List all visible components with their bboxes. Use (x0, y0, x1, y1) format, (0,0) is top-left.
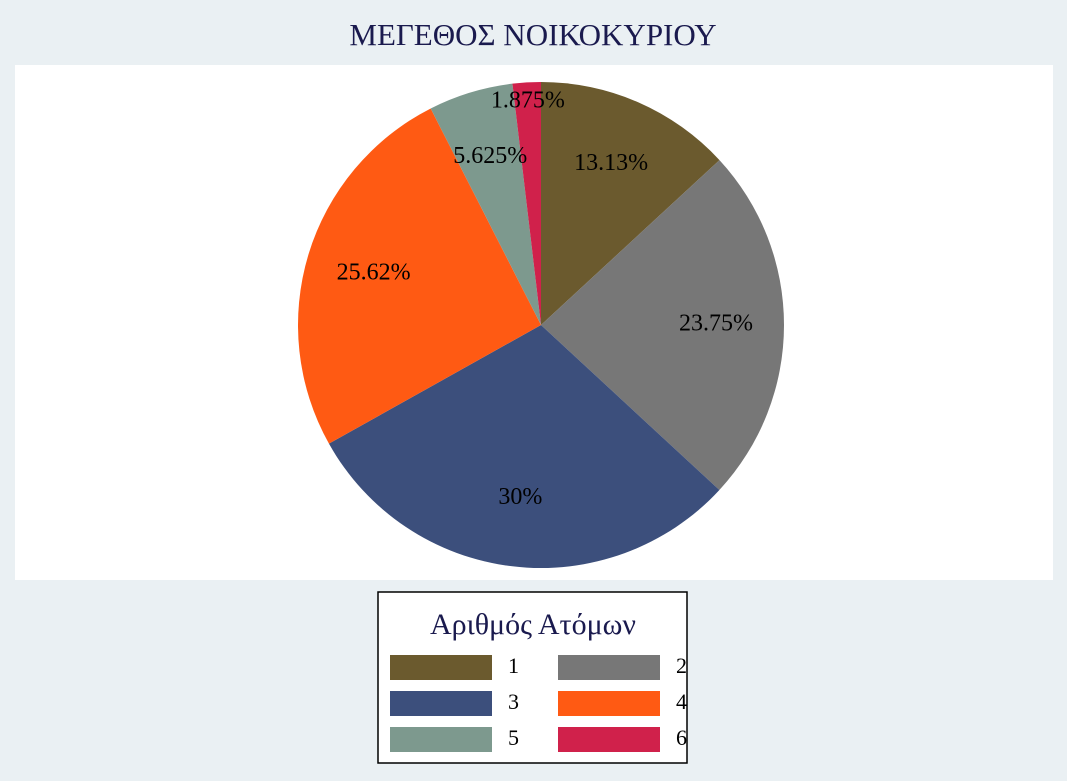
slice-label: 30% (498, 484, 542, 510)
legend-label: 6 (676, 725, 687, 750)
pie-slice (297, 108, 541, 444)
pie-slice (328, 325, 720, 568)
pie-slice (512, 82, 541, 325)
slice-label: 5.625% (453, 143, 527, 169)
slice-label: 13.13% (574, 150, 648, 176)
legend-swatch (390, 691, 492, 716)
legend-swatch (390, 727, 492, 752)
legend-label: 1 (508, 653, 519, 678)
legend-swatch (390, 655, 492, 680)
legend-label: 2 (676, 653, 687, 678)
slice-label: 23.75% (679, 311, 753, 337)
legend-label: 4 (676, 689, 687, 714)
legend-swatch (558, 655, 660, 680)
pie-slice (430, 83, 541, 326)
pie-slice (541, 82, 720, 325)
slice-label: 25.62% (337, 260, 411, 286)
chart-title: ΜΕΓΕΘΟΣ ΝΟΙΚΟΚΥΡΙΟΥ (349, 17, 716, 52)
legend-label: 3 (508, 689, 519, 714)
pie-slice (541, 160, 784, 491)
slice-label: 1.875% (491, 87, 565, 113)
legend-swatch (558, 691, 660, 716)
legend-label: 5 (508, 725, 519, 750)
legend-title: Αριθμός Ατόμων (430, 608, 636, 641)
legend-swatch (558, 727, 660, 752)
